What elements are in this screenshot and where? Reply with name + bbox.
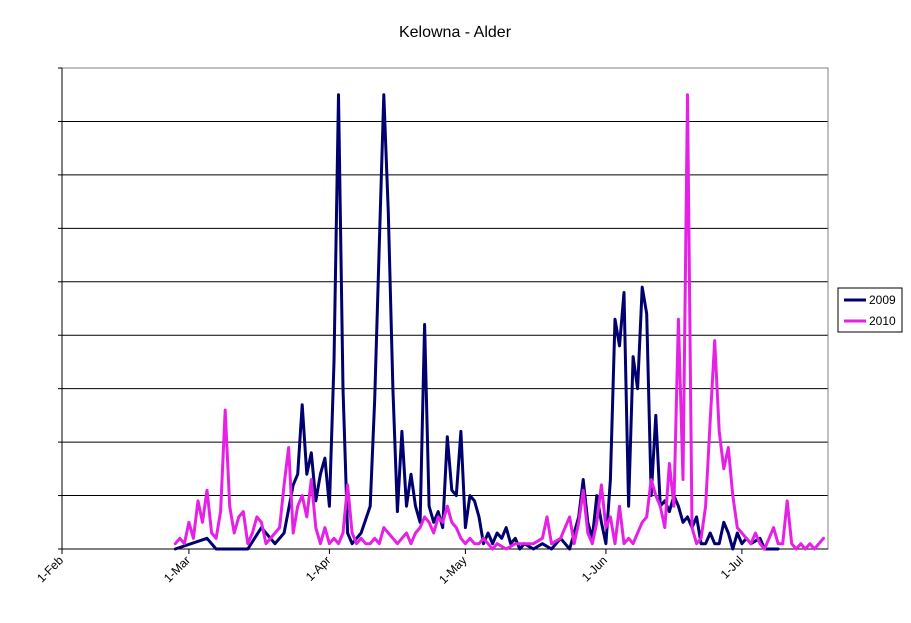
legend-label-2010: 2010 [869, 314, 896, 328]
x-tick-label: 1-Jun [579, 553, 610, 584]
legend: 2009 2010 [837, 287, 903, 333]
series-line-2010 [173, 93, 825, 551]
x-tick-labels: 1-Feb 1-Mar 1-Apr 1-May 1-Jun 1-Jul [34, 549, 746, 587]
x-tick-label: 1-Apr [303, 553, 334, 584]
x-tick-label: 1-May [436, 553, 469, 586]
legend-label-2009: 2009 [869, 293, 896, 307]
x-tick-label: 1-Feb [34, 553, 66, 585]
series-lines [173, 93, 825, 551]
x-tick-label: 1-Jul [718, 553, 746, 581]
gridlines [62, 67, 828, 497]
series-line-2009 [173, 93, 780, 551]
axes [58, 67, 829, 550]
x-tick-label: 1-Mar [161, 553, 193, 585]
chart-title: Kelowna - Alder [399, 24, 512, 41]
legend-box [837, 287, 903, 333]
